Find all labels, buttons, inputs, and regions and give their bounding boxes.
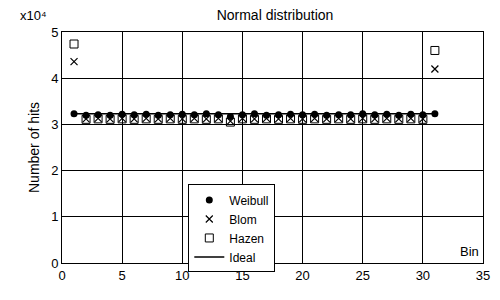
svg-text:10: 10 <box>175 268 189 283</box>
svg-text:35: 35 <box>476 268 490 283</box>
svg-text:Bin: Bin <box>460 244 479 259</box>
svg-text:Weibull: Weibull <box>229 194 268 208</box>
svg-text:Hazen: Hazen <box>229 232 264 246</box>
svg-text:Normal distribution: Normal distribution <box>217 7 334 23</box>
svg-text:0: 0 <box>51 256 58 271</box>
svg-text:Ideal: Ideal <box>229 251 255 265</box>
svg-text:30: 30 <box>416 268 430 283</box>
svg-text:Blom: Blom <box>229 213 256 227</box>
svg-text:3: 3 <box>51 117 58 132</box>
svg-text:4: 4 <box>51 71 58 86</box>
svg-text:2: 2 <box>51 163 58 178</box>
svg-text:1: 1 <box>51 209 58 224</box>
svg-text:20: 20 <box>295 268 309 283</box>
svg-text:0: 0 <box>58 268 65 283</box>
svg-text:Number of hits: Number of hits <box>26 102 42 193</box>
svg-text:15: 15 <box>235 267 250 283</box>
svg-text:25: 25 <box>355 268 369 283</box>
svg-text:5: 5 <box>119 268 126 283</box>
svg-text:x10⁴: x10⁴ <box>20 8 47 23</box>
svg-text:5: 5 <box>51 25 58 40</box>
